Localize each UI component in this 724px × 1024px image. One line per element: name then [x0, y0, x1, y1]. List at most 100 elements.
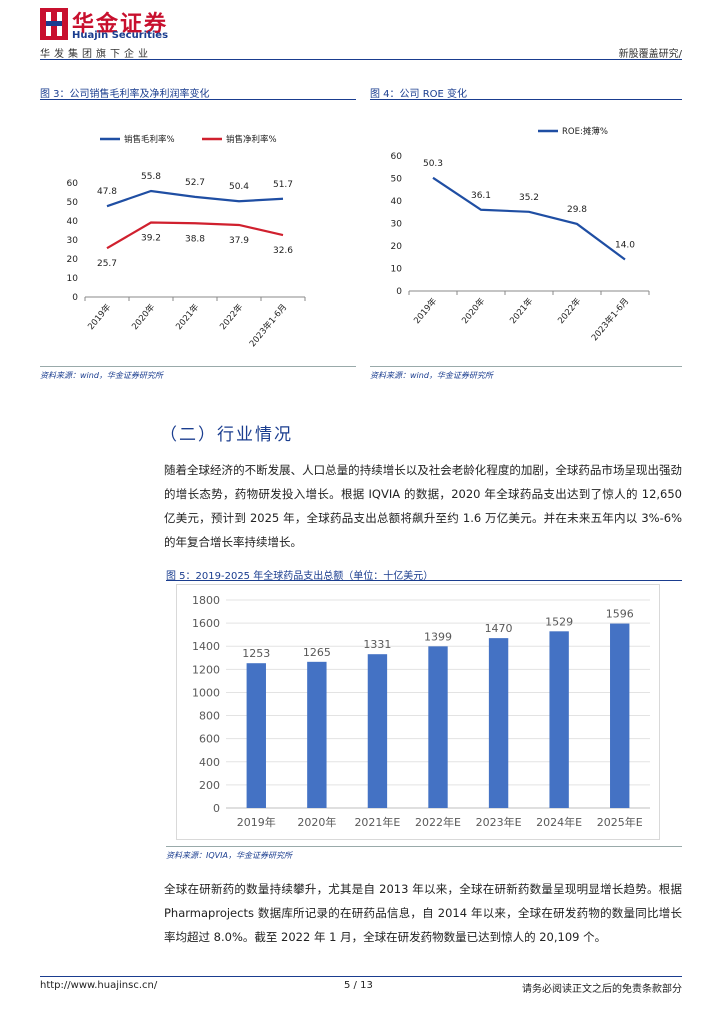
x-tick-label: 2020年 [297, 815, 336, 829]
report-type: 新股覆盖研究/ [618, 49, 682, 60]
data-label: 47.8 [97, 187, 117, 197]
data-label: 52.7 [185, 178, 205, 188]
y-tick-label: 1400 [192, 640, 220, 653]
x-tick-label: 2021年 [507, 295, 535, 326]
y-tick-label: 50 [391, 175, 403, 185]
bar [428, 646, 448, 808]
series-line-1 [432, 176, 626, 261]
figure-5-source: 资料来源：IQVIA，华金证券研究所 [166, 851, 292, 860]
figure-3-source: 资料来源：wind，华金证券研究所 [40, 371, 163, 380]
footer-disclaimer: 请务必阅读正文之后的免责条款部分 [522, 984, 682, 995]
series-line-1 [106, 189, 284, 208]
data-label: 1399 [424, 630, 452, 643]
figure-4-source-rule [370, 366, 682, 367]
x-tick-label: 2025年E [597, 815, 643, 829]
group-tagline: 华发集团旗下企业 [40, 49, 152, 60]
y-tick-label: 800 [199, 710, 220, 723]
bar [549, 631, 569, 808]
y-tick-label: 10 [391, 265, 403, 275]
section-title: （二）行业情况 [160, 425, 293, 445]
x-tick-label: 2020年 [459, 295, 487, 326]
y-tick-label: 0 [396, 287, 402, 297]
x-tick-label: 2022年 [555, 295, 583, 326]
legend-label: ROE:摊薄% [562, 126, 608, 137]
x-tick-label: 2019年 [85, 301, 113, 332]
y-tick-label: 0 [213, 802, 220, 815]
x-tick-label: 2024年E [536, 815, 582, 829]
y-tick-label: 1200 [192, 663, 220, 676]
figure-4-source: 资料来源：wind，华金证券研究所 [370, 371, 493, 380]
logo-icon [40, 8, 68, 40]
x-tick-label: 2022年E [415, 815, 461, 829]
data-label: 1265 [303, 646, 331, 659]
data-label: 39.2 [141, 234, 161, 244]
brand-name-cn: 华金证券 [72, 12, 169, 37]
data-label: 25.7 [97, 259, 117, 269]
x-tick-label: 2023年1-6月 [589, 296, 631, 343]
data-label: 1470 [485, 622, 513, 635]
y-tick-label: 50 [67, 198, 79, 208]
y-tick-label: 30 [67, 236, 79, 246]
figure-4-chart: 0 10 20 30 40 50 60 2019年 2020年 2021年 2022年 2023年1-… [391, 126, 650, 343]
x-tick-label: 2022年 [217, 301, 245, 332]
bar [610, 623, 630, 808]
figure-5-rule [166, 580, 682, 581]
legend-label: 销售净利率% [226, 134, 277, 145]
data-label: 32.6 [273, 246, 293, 256]
data-label: 1596 [606, 608, 634, 621]
data-label: 14.0 [615, 241, 635, 251]
x-tick-label: 2020年 [129, 301, 157, 332]
data-label: 29.8 [567, 205, 587, 215]
figure-5-title: 图 5：2019-2025 年全球药品支出总额（单位：十亿美元） [166, 571, 434, 582]
y-tick-label: 40 [391, 197, 403, 207]
footer-divider [40, 976, 682, 977]
figure-5-chart: 0 200 400 600 800 1000 1200 1400 1600 1800 1253 201… [176, 584, 660, 840]
legend-label: 销售毛利率% [124, 134, 175, 145]
x-tick-label: 2023年1-6月 [247, 302, 289, 349]
data-label: 36.1 [471, 191, 491, 201]
y-tick-label: 1600 [192, 617, 220, 630]
y-tick-label: 60 [391, 152, 403, 162]
x-tick-label: 2019年 [411, 295, 439, 326]
x-tick-label: 2021年E [354, 815, 400, 829]
data-label: 37.9 [229, 236, 249, 246]
data-label: 50.3 [423, 159, 443, 169]
paragraph-pipeline: 全球在研新药的数量持续攀升，尤其是自 2013 年以来，全球在研新药数量呈现明显… [164, 882, 682, 944]
figure-3-chart: 0 10 20 30 40 50 60 2019年 2020年 2021年 2022年 2023年1-… [67, 134, 306, 349]
y-tick-label: 0 [72, 293, 78, 303]
y-tick-label: 10 [67, 274, 79, 284]
y-tick-label: 20 [391, 242, 403, 252]
data-label: 1331 [363, 638, 391, 651]
data-label: 1253 [242, 647, 270, 660]
bar [307, 661, 327, 808]
x-tick-label: 2021年 [173, 301, 201, 332]
data-label: 51.7 [273, 180, 293, 190]
y-tick-label: 30 [391, 220, 403, 230]
y-tick-label: 60 [67, 179, 79, 189]
page-number: 5 / 13 [344, 980, 373, 991]
x-tick-label: 2019年 [237, 815, 276, 829]
y-tick-label: 200 [199, 779, 220, 792]
y-tick-label: 20 [67, 255, 79, 265]
figure-4-title: 图 4：公司 ROE 变化 [370, 89, 468, 100]
data-label: 35.2 [519, 193, 539, 203]
figure-3-rule [40, 99, 356, 100]
footer-url[interactable]: http://www.huajinsc.cn/ [40, 980, 158, 991]
data-label: 50.4 [229, 182, 249, 192]
paragraph-industry: 随着全球经济的不断发展、人口总量的持续增长以及社会老龄化程度的加剧，全球药品市场… [164, 463, 682, 549]
data-label: 55.8 [141, 172, 161, 182]
y-tick-label: 1800 [192, 594, 220, 607]
bar [367, 654, 388, 808]
brand-name-en: Huajin Securities [72, 30, 169, 41]
header-divider [40, 59, 682, 60]
y-tick-label: 400 [199, 756, 220, 769]
figure-3-source-rule [40, 366, 356, 367]
bar [246, 663, 266, 808]
y-tick-label: 1000 [192, 686, 220, 699]
x-tick-label: 2023年E [476, 815, 522, 829]
figure-4-rule [370, 99, 682, 100]
y-tick-label: 600 [199, 733, 220, 746]
figure-3-title: 图 3：公司销售毛利率及净利润率变化 [40, 89, 210, 100]
series-line-2 [106, 221, 284, 250]
data-label: 1529 [545, 615, 573, 628]
